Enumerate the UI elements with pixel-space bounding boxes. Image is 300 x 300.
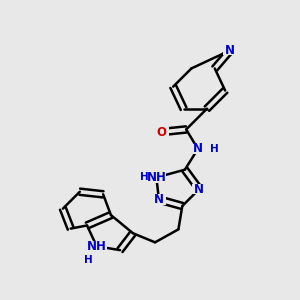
Text: N: N [193, 142, 203, 155]
Bar [146, 172, 166, 183]
Text: NH: NH [87, 240, 106, 253]
Bar [154, 127, 169, 137]
Bar [190, 144, 205, 154]
Bar [152, 194, 166, 205]
Bar [87, 241, 106, 251]
Text: O: O [157, 125, 166, 139]
Text: H: H [210, 144, 219, 154]
Text: H: H [140, 172, 149, 182]
Text: N: N [225, 44, 235, 57]
Text: N: N [194, 183, 204, 196]
Text: H: H [84, 255, 92, 265]
Bar [192, 184, 206, 194]
Text: N: N [154, 193, 164, 206]
Text: NH: NH [146, 171, 166, 184]
Bar [223, 45, 238, 56]
